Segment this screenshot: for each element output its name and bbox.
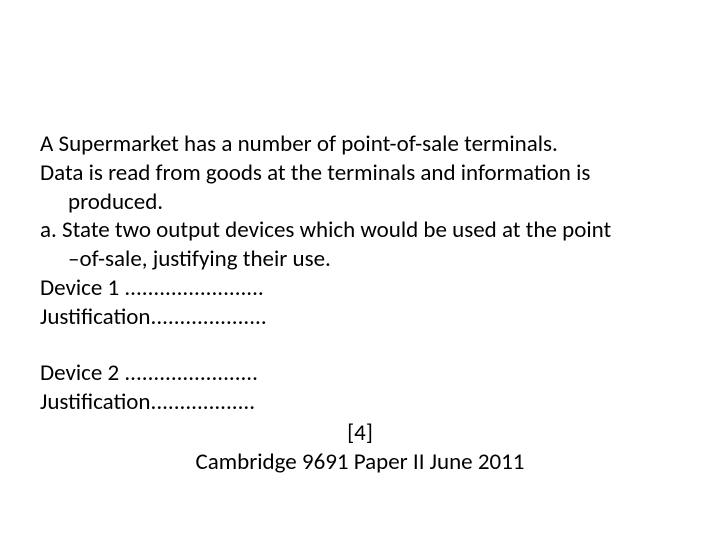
blank-line bbox=[40, 331, 680, 359]
device-2-label: Device 2 ....................... bbox=[40, 359, 680, 388]
exam-question-block: A Supermarket has a number of point-of-s… bbox=[40, 130, 680, 476]
source-citation: Cambridge 9691 Paper II June 2011 bbox=[40, 448, 680, 477]
question-intro-line1: A Supermarket has a number of point-of-s… bbox=[40, 130, 680, 159]
marks-indicator: [4] bbox=[40, 419, 680, 448]
question-intro-line2b: produced. bbox=[40, 188, 680, 217]
question-intro-line2a: Data is read from goods at the terminals… bbox=[40, 159, 680, 188]
device-1-label: Device 1 ........................ bbox=[40, 274, 680, 303]
justification-2-label: Justification.................. bbox=[40, 388, 680, 417]
justification-1-label: Justification.................... bbox=[40, 303, 680, 332]
question-part-a-line2: –of-sale, justifying their use. bbox=[40, 245, 680, 274]
question-part-a-line1: a. State two output devices which would … bbox=[40, 216, 680, 245]
